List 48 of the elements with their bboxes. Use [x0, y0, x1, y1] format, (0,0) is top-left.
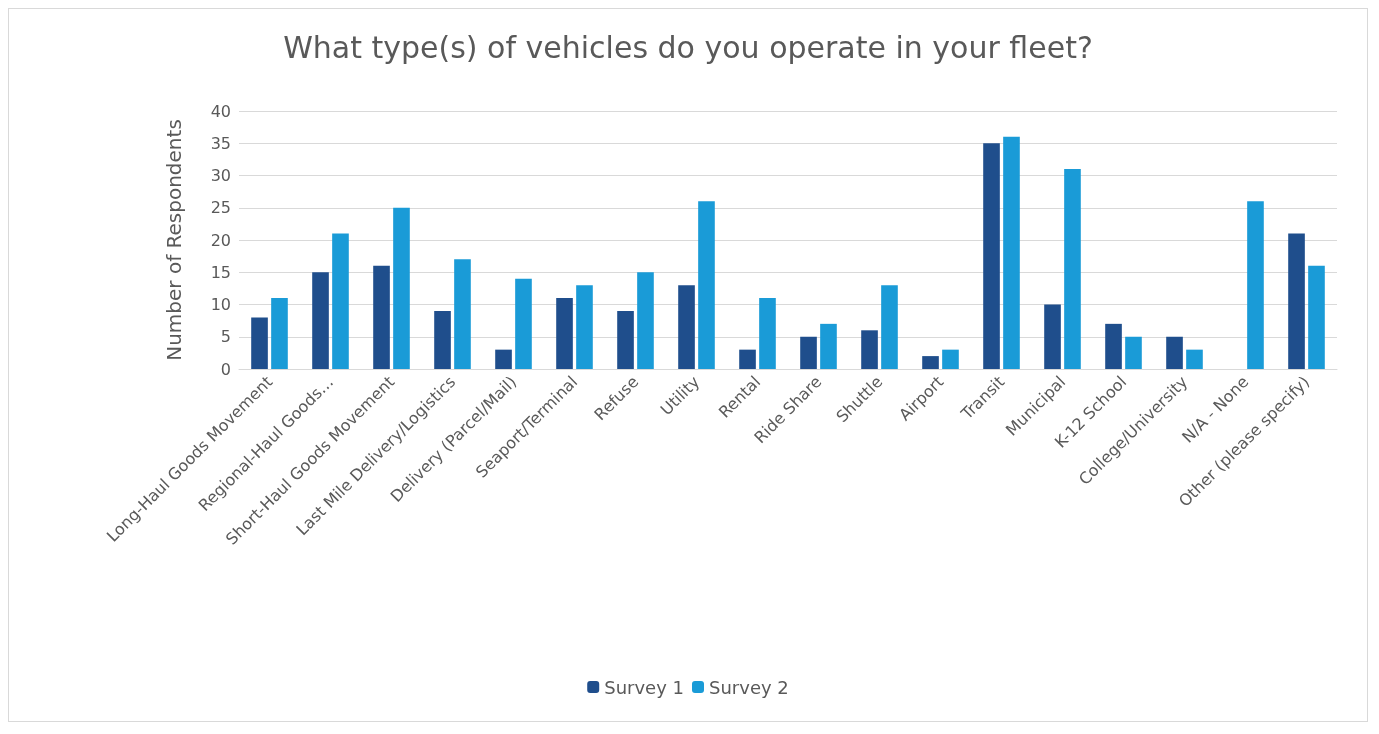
bar: [373, 265, 390, 369]
bar: [617, 310, 634, 369]
bar: [454, 259, 471, 369]
bar: [515, 278, 532, 369]
bar: [434, 310, 451, 369]
bar: [739, 349, 756, 369]
bar: [1064, 169, 1081, 369]
bar: [1308, 265, 1325, 369]
y-tick-label: 25: [210, 198, 231, 218]
bar: [495, 349, 512, 369]
chart-title: What type(s) of vehicles do you operate in your fleet?: [283, 29, 1093, 65]
bar: [800, 336, 817, 369]
bar: [556, 298, 573, 369]
bar: [983, 143, 1000, 369]
bar: [637, 272, 654, 369]
bar: [698, 201, 715, 369]
bar: [759, 298, 776, 369]
bar: [1003, 136, 1020, 369]
y-tick-label: 20: [210, 230, 231, 250]
bar: [576, 285, 593, 369]
bar: [1166, 336, 1183, 369]
y-tick-label: 5: [220, 327, 231, 347]
bar: [312, 272, 329, 369]
y-tick-label: 30: [210, 166, 231, 185]
bar: [1186, 349, 1203, 369]
bar: [1125, 336, 1142, 369]
legend-label: Survey 2: [709, 676, 789, 698]
y-axis-title: Number of Respondents: [162, 119, 186, 361]
y-tick-label: 40: [210, 101, 231, 121]
bar: [1105, 323, 1122, 369]
bar: [332, 233, 349, 369]
bar: [1044, 304, 1061, 369]
bar: [922, 356, 939, 369]
bar: [942, 349, 959, 369]
y-tick-label: 0: [220, 359, 231, 379]
bar: [678, 285, 695, 369]
y-tick-label: 10: [210, 295, 231, 314]
bar: [1288, 233, 1305, 369]
bar: [1247, 201, 1264, 369]
bar: [820, 323, 837, 369]
bar: [393, 207, 410, 369]
bar: [881, 285, 898, 369]
legend-label: Survey 1: [604, 676, 685, 698]
bar: [271, 298, 288, 369]
y-tick-label: 35: [210, 133, 231, 153]
bar: [251, 317, 268, 369]
bar: [861, 330, 878, 369]
y-tick-label: 15: [210, 262, 231, 282]
